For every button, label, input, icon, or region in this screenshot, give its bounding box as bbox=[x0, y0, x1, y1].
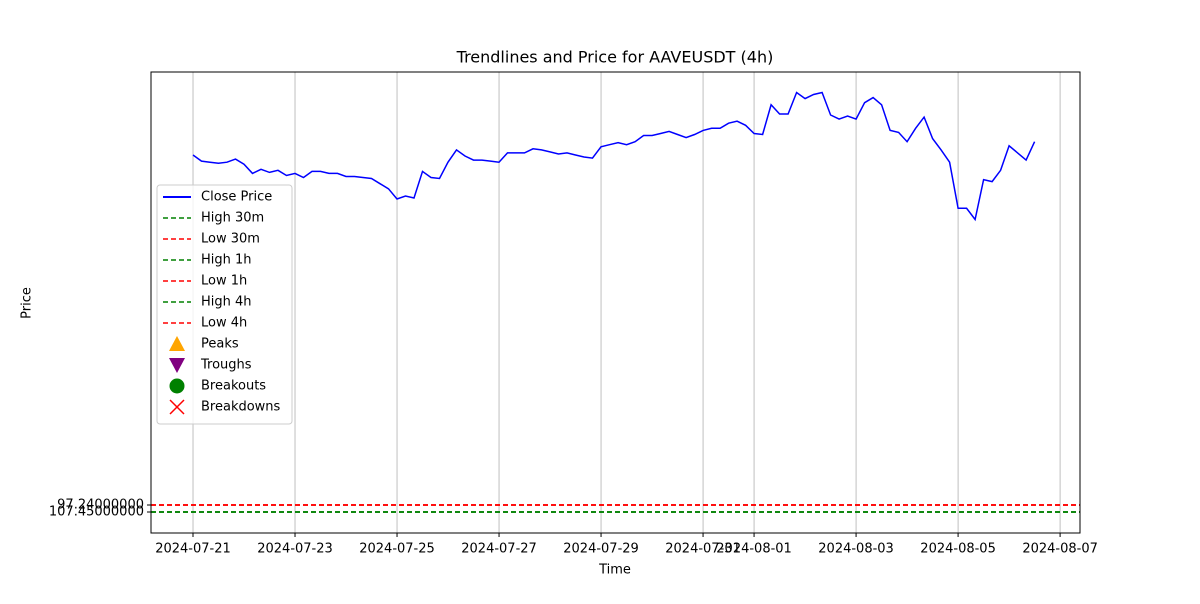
x-tick-label: 2024-07-29 bbox=[563, 542, 639, 557]
x-tick-label: 2024-08-05 bbox=[920, 542, 996, 557]
chart-title: Trendlines and Price for AAVEUSDT (4h) bbox=[456, 48, 774, 67]
x-tick-label: 2024-07-25 bbox=[359, 542, 435, 557]
y-tick-label: 97.24000000 bbox=[57, 497, 144, 512]
legend-label: Troughs bbox=[200, 358, 252, 373]
x-tick-label: 2024-08-03 bbox=[818, 542, 894, 557]
legend-label: High 4h bbox=[201, 295, 252, 310]
legend-box bbox=[156, 184, 293, 425]
legend-marker bbox=[169, 336, 185, 351]
x-axis-label: Time bbox=[598, 563, 631, 578]
y-tick-label: 107.45000000 bbox=[49, 504, 144, 519]
x-tick-label: 2024-07-31 bbox=[665, 542, 741, 557]
legend-label: Low 4h bbox=[201, 316, 247, 331]
legend-label: High 30m bbox=[201, 211, 264, 226]
legend-marker bbox=[169, 378, 185, 394]
legend-marker bbox=[169, 399, 185, 415]
legend-label: Low 30m bbox=[201, 232, 260, 247]
legend-label: Low 1h bbox=[201, 274, 247, 289]
plot-frame bbox=[150, 71, 1081, 534]
x-tick-label: 2024-08-01 bbox=[716, 542, 792, 557]
price-line bbox=[192, 91, 1036, 222]
legend-marker bbox=[169, 358, 185, 373]
legend-label: Breakouts bbox=[201, 379, 266, 394]
x-tick-label: 2024-08-07 bbox=[1022, 542, 1098, 557]
y-axis-label: Price bbox=[20, 287, 35, 319]
x-tick-label: 2024-07-21 bbox=[155, 542, 231, 557]
x-tick-label: 2024-07-23 bbox=[257, 542, 333, 557]
legend-label: Breakdowns bbox=[201, 400, 281, 415]
legend-label: Peaks bbox=[201, 337, 239, 352]
x-tick-label: 2024-07-27 bbox=[461, 542, 537, 557]
legend-label: Close Price bbox=[201, 190, 272, 205]
legend-label: High 1h bbox=[201, 253, 252, 268]
